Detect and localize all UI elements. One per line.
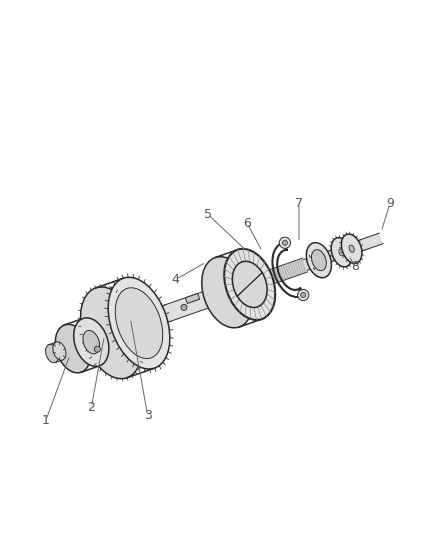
Text: 8: 8 (351, 260, 359, 273)
Circle shape (297, 289, 309, 301)
Ellipse shape (108, 277, 170, 369)
Text: 4: 4 (172, 273, 180, 286)
Ellipse shape (81, 287, 142, 378)
Circle shape (279, 237, 290, 248)
Ellipse shape (83, 330, 99, 354)
Ellipse shape (202, 257, 253, 328)
Ellipse shape (311, 250, 326, 271)
Ellipse shape (339, 248, 344, 256)
Ellipse shape (232, 261, 267, 308)
Circle shape (300, 293, 306, 297)
Polygon shape (213, 258, 307, 303)
Ellipse shape (349, 245, 354, 252)
Text: 2: 2 (88, 400, 95, 414)
Text: 7: 7 (295, 197, 303, 211)
Text: 3: 3 (144, 409, 152, 422)
Text: 1: 1 (42, 414, 50, 426)
Ellipse shape (53, 342, 66, 360)
Circle shape (94, 346, 100, 352)
Text: 9: 9 (386, 197, 394, 211)
Circle shape (283, 240, 287, 245)
Text: 5: 5 (204, 208, 212, 221)
Ellipse shape (341, 234, 362, 263)
Text: 6: 6 (243, 217, 251, 230)
Ellipse shape (224, 249, 275, 320)
Ellipse shape (115, 288, 163, 359)
Polygon shape (185, 294, 200, 303)
Ellipse shape (331, 238, 352, 267)
Ellipse shape (46, 344, 59, 363)
Circle shape (181, 304, 187, 310)
Polygon shape (78, 233, 383, 349)
Ellipse shape (55, 324, 91, 373)
Polygon shape (112, 291, 211, 340)
Ellipse shape (306, 243, 332, 278)
Ellipse shape (74, 318, 109, 366)
